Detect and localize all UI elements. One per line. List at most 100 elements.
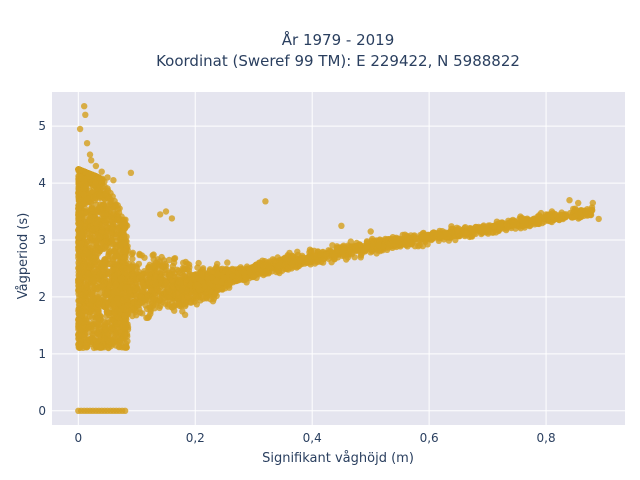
data-point [166,256,173,264]
data-point [88,157,95,164]
data-point [171,307,178,314]
data-point [149,299,156,306]
data-point [106,198,113,205]
data-point [83,181,91,189]
data-point [177,300,184,308]
data-point [117,275,124,283]
data-point [129,249,136,256]
data-point [162,279,170,286]
data-point [151,305,158,312]
data-point [101,256,109,263]
data-point [200,283,208,290]
data-point [187,298,194,306]
data-point [384,241,392,248]
data-point [124,302,131,309]
data-point [138,278,145,285]
data-point [224,259,231,266]
data-point [571,213,578,220]
data-point [168,215,176,222]
data-point [92,162,100,170]
data-point [104,174,111,181]
data-point [296,257,304,264]
data-point [156,288,164,295]
data-point [80,199,88,207]
data-point [288,261,296,268]
data-point [77,232,85,239]
data-point [242,274,250,282]
data-point [139,310,146,317]
data-point [117,336,124,344]
data-point [82,209,89,216]
data-point [92,249,100,256]
data-point [144,271,151,278]
data-point [343,256,350,263]
data-point [126,288,133,295]
data-point [119,221,126,229]
data-point [347,249,355,256]
data-point [275,262,282,270]
data-point [589,207,596,214]
data-point [164,294,171,301]
data-point [314,258,321,266]
x-tick-label: 0,4 [303,431,322,445]
data-point [169,262,177,270]
data-point [240,269,248,276]
data-point [95,300,102,308]
data-point [110,300,117,308]
data-point [75,216,83,223]
data-point [490,223,497,230]
y-tick-label: 0 [38,404,46,418]
data-point [84,249,91,257]
data-point [137,273,144,280]
data-point [89,327,97,334]
data-point [166,273,174,280]
data-point [113,231,121,238]
data-point [159,263,166,270]
data-point [104,289,111,296]
data-point [105,300,112,308]
data-point [214,270,222,278]
data-point [114,226,121,233]
data-point [152,273,159,280]
data-point [102,326,110,333]
data-points [75,103,602,414]
data-point [75,341,83,348]
data-point [572,205,579,212]
data-point [111,248,119,255]
data-point [141,254,148,261]
data-point [127,278,134,285]
data-point [113,216,121,223]
data-point [89,336,97,343]
data-point [311,247,318,254]
y-tick-label: 2 [38,290,46,304]
data-point [437,232,444,240]
data-point [367,249,374,256]
data-point [124,338,131,345]
data-point [121,407,129,414]
data-point [78,240,85,247]
data-point [185,261,193,268]
y-tick-label: 3 [38,233,46,247]
data-point [123,266,130,274]
data-point [213,277,220,285]
data-point [88,283,96,291]
data-point [361,246,368,253]
data-point [78,174,85,182]
data-point [136,251,143,259]
data-point [113,262,121,269]
y-axis-ticks: 0 1 2 3 4 5 [38,119,46,418]
data-point [338,222,345,229]
x-axis-label: Signifikant våghöjd (m) [262,451,414,466]
data-point [103,308,111,315]
data-point [111,331,118,338]
data-point [282,255,289,262]
data-point [82,111,89,119]
data-point [177,279,184,286]
data-point [85,171,92,178]
data-point [117,242,124,249]
data-point [452,236,459,244]
data-point [90,194,97,202]
data-point [135,260,143,268]
data-point [415,239,422,246]
data-point [89,296,97,303]
